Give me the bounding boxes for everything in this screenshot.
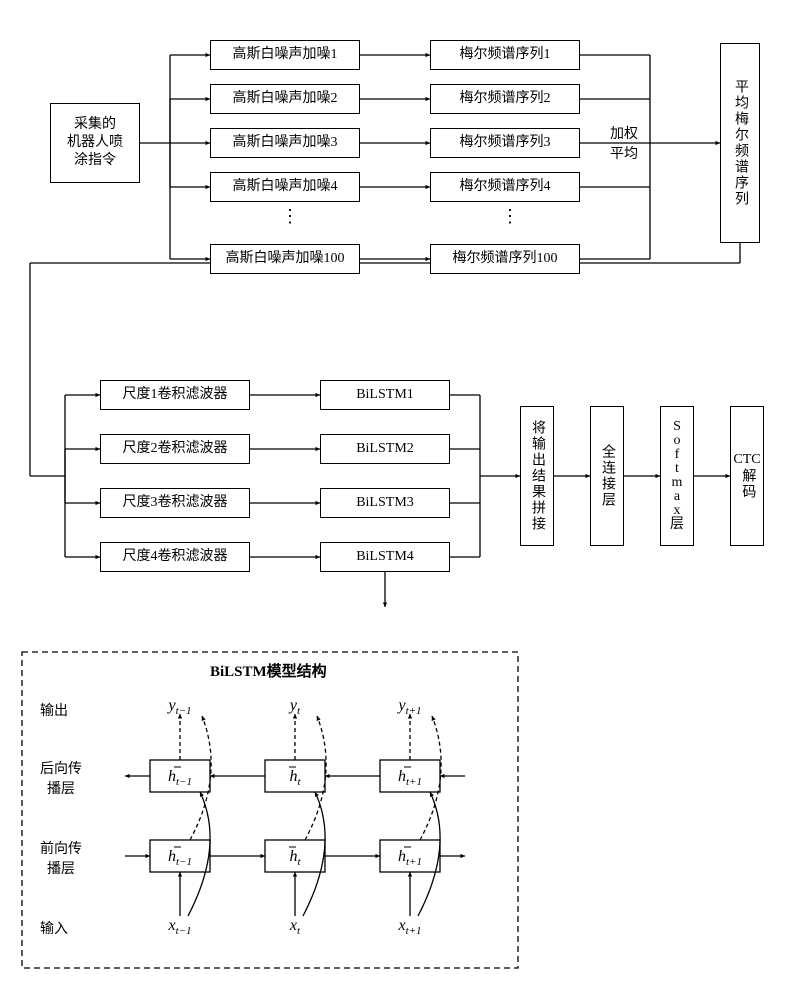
noise-box-2: 高斯白噪声加噪2 bbox=[210, 84, 360, 114]
ellipsis-noise: ⋮ bbox=[281, 206, 299, 227]
bilstm-box-4: BiLSTM4 bbox=[320, 542, 450, 572]
conv-bilstm-pipeline: 尺度1卷积滤波器 尺度2卷积滤波器 尺度3卷积滤波器 尺度4卷积滤波器 BiLS… bbox=[20, 350, 792, 640]
svg-text:yt+1: yt+1 bbox=[396, 697, 421, 717]
mel-box-100: 梅尔频谱序列100 bbox=[430, 244, 580, 274]
ctc-box: CTC 解码 bbox=[730, 406, 764, 546]
bilstm-structure: yt−1 ht−1 ht−1 xt−1 yt ht ht xt yt+1 ht+1 ht+1 xt+1… bbox=[20, 650, 520, 970]
conv-box-1: 尺度1卷积滤波器 bbox=[100, 380, 250, 410]
svg-text:xt+1: xt+1 bbox=[397, 917, 421, 937]
noise-box-3: 高斯白噪声加噪3 bbox=[210, 128, 360, 158]
row-label-input: 输入 bbox=[40, 918, 68, 938]
fc-box: 全连接层 bbox=[590, 406, 624, 546]
avg-mel-box: 平均梅尔频谱序列 bbox=[720, 43, 760, 243]
svg-text:ht−1: ht−1 bbox=[168, 768, 192, 788]
ellipsis-mel: ⋮ bbox=[501, 206, 519, 227]
mel-box-3: 梅尔频谱序列3 bbox=[430, 128, 580, 158]
svg-text:ht+1: ht+1 bbox=[398, 848, 422, 868]
row-label-forward: 前向传 播层 bbox=[40, 838, 82, 878]
noise-box-100: 高斯白噪声加噪100 bbox=[210, 244, 360, 274]
svg-text:ht+1: ht+1 bbox=[398, 768, 422, 788]
conv-box-4: 尺度4卷积滤波器 bbox=[100, 542, 250, 572]
softmax-box: Softmax层 bbox=[660, 406, 694, 546]
svg-text:ht: ht bbox=[289, 848, 301, 868]
svg-text:xt: xt bbox=[289, 917, 301, 937]
svg-text:ht−1: ht−1 bbox=[168, 848, 192, 868]
bilstm-title: BiLSTM模型结构 bbox=[210, 660, 327, 681]
bilstm-box-3: BiLSTM3 bbox=[320, 488, 450, 518]
mel-box-4: 梅尔频谱序列4 bbox=[430, 172, 580, 202]
noise-box-4: 高斯白噪声加噪4 bbox=[210, 172, 360, 202]
svg-text:xt−1: xt−1 bbox=[167, 917, 191, 937]
svg-text:yt−1: yt−1 bbox=[166, 697, 191, 717]
conv-box-3: 尺度3卷积滤波器 bbox=[100, 488, 250, 518]
noise-mel-pipeline: 采集的 机器人喷 涂指令 高斯白噪声加噪1 高斯白噪声加噪2 高斯白噪声加噪3 … bbox=[20, 20, 792, 350]
mel-box-2: 梅尔频谱序列2 bbox=[430, 84, 580, 114]
bilstm-box-1: BiLSTM1 bbox=[320, 380, 450, 410]
row-label-backward: 后向传 播层 bbox=[40, 758, 82, 798]
svg-text:yt: yt bbox=[288, 697, 301, 717]
row-label-output: 输出 bbox=[40, 700, 68, 720]
conv-box-2: 尺度2卷积滤波器 bbox=[100, 434, 250, 464]
mel-box-1: 梅尔频谱序列1 bbox=[430, 40, 580, 70]
svg-text:ht: ht bbox=[289, 768, 301, 788]
weighted-avg-label: 加权 平均 bbox=[610, 123, 638, 163]
concat-box: 将输出结果拼接 bbox=[520, 406, 554, 546]
bilstm-box-2: BiLSTM2 bbox=[320, 434, 450, 464]
noise-box-1: 高斯白噪声加噪1 bbox=[210, 40, 360, 70]
input-box: 采集的 机器人喷 涂指令 bbox=[50, 103, 140, 183]
